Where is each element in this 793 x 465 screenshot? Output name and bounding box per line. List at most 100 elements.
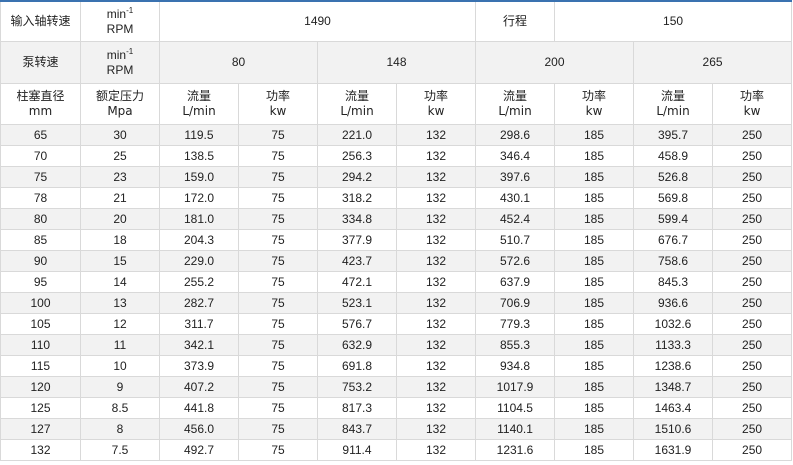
table-row: 125 8.5 441.8 75 817.3 132 1104.5 185 1463.4 250 <box>0 397 793 419</box>
table-row: 105 12 311.7 75 576.7 132 779.3 185 1032.6 250 <box>0 313 793 335</box>
flow-148-cell: 221.0 <box>317 124 397 146</box>
unit-exponent: -1 <box>126 46 134 56</box>
power-200-cell: 185 <box>554 313 635 335</box>
power-148-cell: 132 <box>395 334 477 356</box>
power-265-cell: 250 <box>712 418 793 440</box>
power-200-cell: 185 <box>554 166 635 188</box>
flow-80-cell: 181.0 <box>159 208 239 230</box>
unit-min: min <box>106 6 127 21</box>
rated-pressure-header: 额定压力 Mpa <box>80 83 160 125</box>
flow-148-cell: 753.2 <box>317 376 397 398</box>
rated-pressure-cell: 21 <box>80 187 160 209</box>
plunger-diameter-cell: 120 <box>0 376 81 398</box>
power-80-cell: 75 <box>238 271 318 293</box>
flow-148-cell: 318.2 <box>317 187 397 209</box>
power-265-cell: 250 <box>712 250 793 272</box>
flow-200-cell: 452.4 <box>475 208 556 230</box>
plunger-unit: mm <box>28 104 53 118</box>
power-header: 功率 kw <box>712 83 793 125</box>
power-80-cell: 75 <box>238 124 318 146</box>
pressure-unit: Mpa <box>107 104 133 118</box>
flow-148-cell: 472.1 <box>317 271 397 293</box>
flow-200-cell: 510.7 <box>475 229 556 251</box>
rated-pressure-cell: 30 <box>80 124 160 146</box>
power-label: 功率 <box>424 89 449 103</box>
rated-pressure-cell: 25 <box>80 145 160 167</box>
flow-200-cell: 346.4 <box>475 145 556 167</box>
rated-pressure-cell: 9 <box>80 376 160 398</box>
rated-pressure-cell: 7.5 <box>80 439 160 461</box>
power-265-cell: 250 <box>712 229 793 251</box>
power-unit: kw <box>585 104 603 118</box>
power-148-cell: 132 <box>395 250 477 272</box>
flow-200-cell: 934.8 <box>475 355 556 377</box>
power-header: 功率 kw <box>238 83 318 125</box>
flow-80-cell: 204.3 <box>159 229 239 251</box>
table-row: 115 10 373.9 75 691.8 132 934.8 185 1238.6 250 <box>0 355 793 377</box>
plunger-diameter-cell: 125 <box>0 397 81 419</box>
power-200-cell: 185 <box>554 418 635 440</box>
power-200-cell: 185 <box>554 376 635 398</box>
flow-label: 流量 <box>186 89 211 103</box>
flow-200-cell: 1104.5 <box>475 397 556 419</box>
flow-148-cell: 334.8 <box>317 208 397 230</box>
flow-80-cell: 492.7 <box>159 439 239 461</box>
flow-148-cell: 632.9 <box>317 334 397 356</box>
table-row: 78 21 172.0 75 318.2 132 430.1 185 569.8 250 <box>0 187 793 209</box>
rated-pressure-cell: 10 <box>80 355 160 377</box>
pump-speed-value: 200 <box>475 41 635 84</box>
header-row-input-speed: 输入轴转速 min-1 RPM 1490 行程 150 <box>0 0 793 42</box>
flow-148-cell: 294.2 <box>317 166 397 188</box>
flow-265-cell: 1348.7 <box>633 376 714 398</box>
flow-200-cell: 855.3 <box>475 334 556 356</box>
power-unit: kw <box>427 104 445 118</box>
flow-80-cell: 311.7 <box>159 313 239 335</box>
power-148-cell: 132 <box>395 208 477 230</box>
flow-80-cell: 441.8 <box>159 397 239 419</box>
flow-200-cell: 706.9 <box>475 292 556 314</box>
rated-pressure-cell: 20 <box>80 208 160 230</box>
power-label: 功率 <box>582 89 607 103</box>
flow-label: 流量 <box>503 89 528 103</box>
power-148-cell: 132 <box>395 292 477 314</box>
flow-80-cell: 159.0 <box>159 166 239 188</box>
flow-200-cell: 1017.9 <box>475 376 556 398</box>
header-row-pump-speed: 泵转速 min-1 RPM 80 148 200 265 <box>0 41 793 84</box>
flow-148-cell: 423.7 <box>317 250 397 272</box>
flow-148-cell: 817.3 <box>317 397 397 419</box>
plunger-diameter-cell: 127 <box>0 418 81 440</box>
flow-265-cell: 676.7 <box>633 229 714 251</box>
flow-148-cell: 576.7 <box>317 313 397 335</box>
power-80-cell: 75 <box>238 166 318 188</box>
flow-265-cell: 845.3 <box>633 271 714 293</box>
power-265-cell: 250 <box>712 187 793 209</box>
flow-80-cell: 407.2 <box>159 376 239 398</box>
rated-pressure-cell: 8 <box>80 418 160 440</box>
flow-148-cell: 691.8 <box>317 355 397 377</box>
pressure-label: 额定压力 <box>95 89 144 103</box>
flow-unit: L/min <box>498 104 532 118</box>
rated-pressure-cell: 13 <box>80 292 160 314</box>
header-row-columns: 柱塞直径 mm 额定压力 Mpa 流量 L/min 功率 kw 流量 L/min 功率 kw 流量 L… <box>0 83 793 125</box>
flow-265-cell: 758.6 <box>633 250 714 272</box>
flow-148-cell: 523.1 <box>317 292 397 314</box>
unit-exponent: -1 <box>126 5 134 15</box>
power-200-cell: 185 <box>554 145 635 167</box>
flow-265-cell: 1463.4 <box>633 397 714 419</box>
table-row: 132 7.5 492.7 75 911.4 132 1231.6 185 1631.9 250 <box>0 439 793 461</box>
table-row: 70 25 138.5 75 256.3 132 346.4 185 458.9 250 <box>0 145 793 167</box>
power-200-cell: 185 <box>554 334 635 356</box>
power-265-cell: 250 <box>712 397 793 419</box>
power-265-cell: 250 <box>712 124 793 146</box>
plunger-label: 柱塞直径 <box>16 89 65 103</box>
flow-265-cell: 1238.6 <box>633 355 714 377</box>
pump-speed-value: 265 <box>633 41 793 84</box>
flow-265-cell: 599.4 <box>633 208 714 230</box>
power-80-cell: 75 <box>238 250 318 272</box>
power-200-cell: 185 <box>554 292 635 314</box>
table-row: 100 13 282.7 75 523.1 132 706.9 185 936.6 250 <box>0 292 793 314</box>
unit-min: min <box>106 47 127 62</box>
unit-cell: min-1 RPM <box>80 0 160 42</box>
flow-200-cell: 1231.6 <box>475 439 556 461</box>
